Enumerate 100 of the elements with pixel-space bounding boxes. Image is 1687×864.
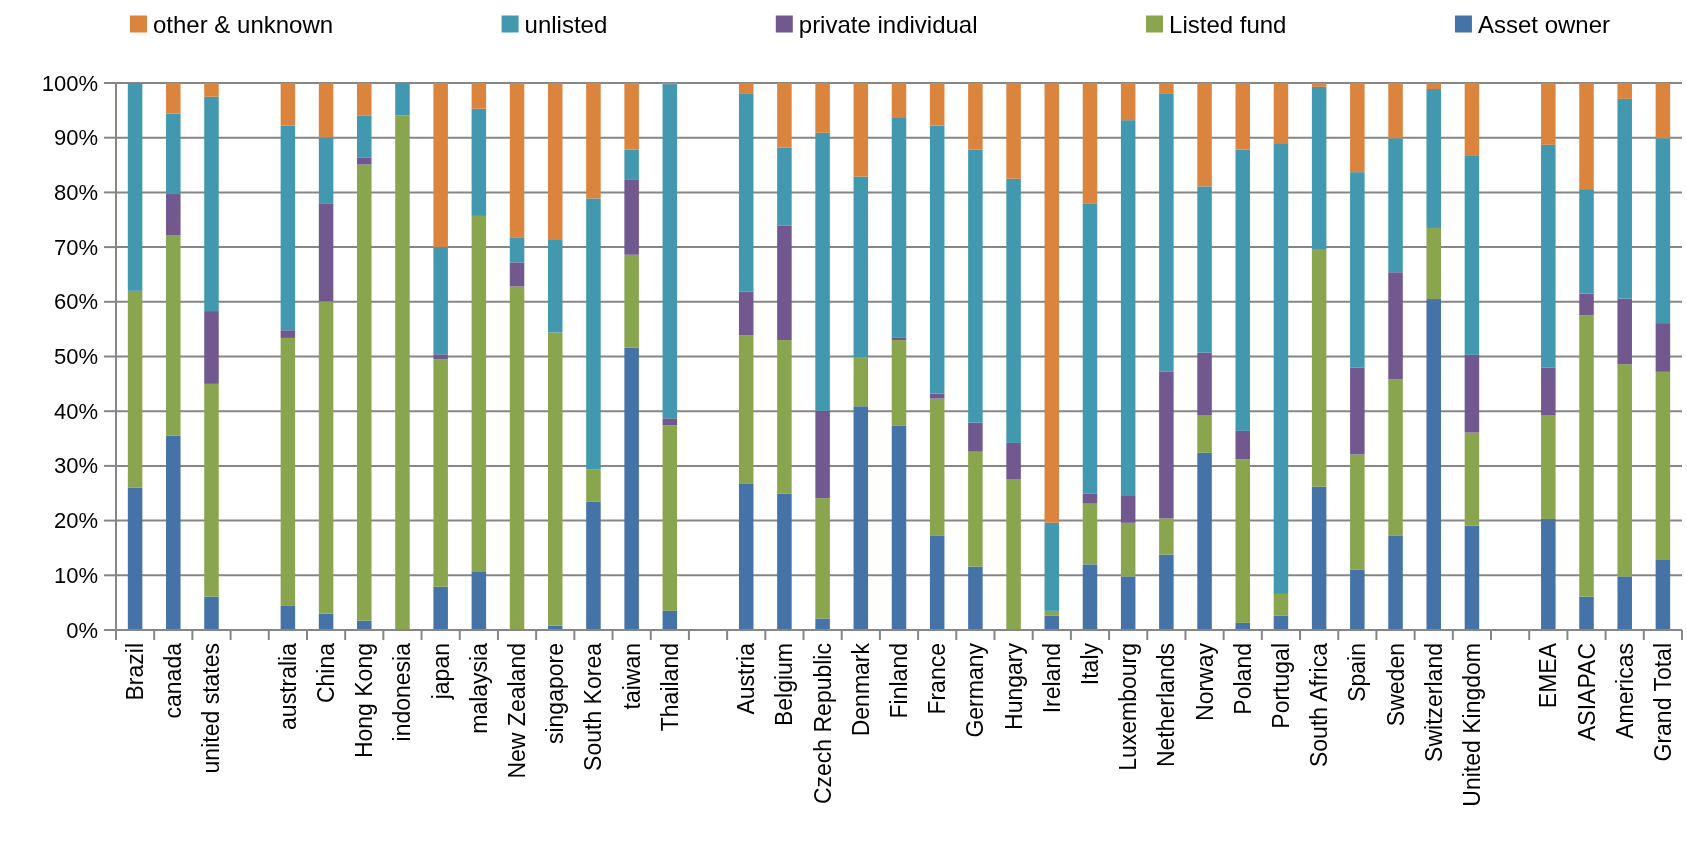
bar: [853, 357, 869, 407]
x-tick-label: japan: [427, 643, 454, 701]
bar: [471, 572, 487, 630]
x-tick-label: Czech Republic: [809, 643, 836, 805]
bar: [815, 618, 830, 630]
bar: [395, 83, 410, 116]
bar: [1082, 564, 1098, 630]
x-tick-label: Norway: [1191, 642, 1218, 721]
bar: [738, 93, 754, 292]
y-tick-label: 10%: [53, 562, 98, 588]
bar: [280, 330, 296, 338]
bar: [204, 596, 219, 630]
bar: [1579, 293, 1594, 316]
bar: [662, 84, 678, 419]
bar: [357, 115, 372, 158]
bar: [853, 83, 869, 177]
bar: [1541, 83, 1556, 145]
bar: [1655, 371, 1671, 560]
bar: [318, 301, 334, 614]
bar: [547, 239, 563, 333]
bar: [929, 83, 945, 126]
bar: [1044, 83, 1060, 523]
legend-label: Listed fund: [1169, 10, 1287, 38]
bar: [509, 262, 525, 287]
bar: [1464, 83, 1480, 156]
x-tick-label: Grand Total: [1649, 643, 1676, 762]
bar: [1006, 479, 1021, 630]
x-tick-label: indonesia: [389, 642, 416, 742]
bar: [1579, 315, 1594, 597]
bar: [204, 383, 219, 597]
bar: [1159, 518, 1174, 555]
bar: [1617, 83, 1632, 99]
bar: [1235, 430, 1251, 460]
bar: [1388, 83, 1403, 139]
bar: [1655, 83, 1671, 139]
bar: [204, 96, 219, 312]
bar: [471, 83, 487, 109]
bar: [1541, 367, 1556, 416]
bar: [357, 83, 372, 116]
x-tick-label: Luxembourg: [1115, 643, 1142, 771]
y-tick-label: 0%: [66, 617, 98, 643]
bar: [433, 354, 448, 360]
bar: [662, 425, 678, 611]
bar: [968, 566, 983, 630]
bar: [1120, 576, 1136, 630]
bar: [624, 347, 639, 630]
bar: [1617, 576, 1632, 630]
bar: [1235, 83, 1251, 150]
bar: [586, 83, 601, 199]
bar: [929, 393, 945, 399]
bar: [1311, 86, 1327, 250]
bar: [509, 286, 525, 630]
x-tick-label: Hungary: [1000, 642, 1027, 730]
bar: [1197, 186, 1212, 353]
bar: [1082, 203, 1098, 494]
bar: [127, 487, 143, 630]
bar: [1159, 371, 1174, 519]
bar: [738, 335, 754, 484]
bar: [395, 115, 410, 630]
bar: [891, 83, 907, 119]
bar: [280, 337, 296, 606]
bar: [815, 83, 830, 133]
x-tick-label: Austria: [733, 642, 760, 715]
bar: [433, 247, 448, 355]
bar: [1197, 83, 1212, 187]
bar: [547, 83, 563, 240]
bar: [166, 83, 181, 114]
bar: [1426, 227, 1441, 300]
bar: [624, 83, 639, 150]
bar: [433, 83, 448, 248]
bar: [777, 83, 792, 148]
x-tick-label: Portugal: [1267, 643, 1294, 729]
bar: [777, 147, 792, 226]
x-tick-label: South Africa: [1306, 642, 1333, 768]
bar: [662, 418, 678, 426]
bar: [433, 586, 448, 630]
x-tick-label: Poland: [1229, 643, 1256, 715]
bar: [280, 605, 296, 630]
bar: [1426, 89, 1441, 228]
bar: [1464, 432, 1480, 526]
bar: [1006, 83, 1021, 179]
bar: [1350, 172, 1365, 368]
bar: [853, 176, 869, 358]
x-tick-label: australia: [274, 642, 301, 730]
bar: [1655, 559, 1671, 630]
y-tick-label: 50%: [53, 344, 98, 369]
bar: [891, 340, 907, 426]
x-tick-label: China: [313, 642, 340, 704]
x-tick-label: France: [924, 643, 951, 715]
bar: [127, 290, 143, 488]
bar: [738, 483, 754, 630]
bar: [204, 311, 219, 384]
x-tick-label: taiwan: [618, 643, 645, 710]
bar: [815, 132, 830, 411]
y-tick-label: 40%: [53, 398, 98, 424]
bar: [1044, 610, 1060, 616]
x-tick-label: Sweden: [1382, 643, 1409, 727]
bar: [929, 535, 945, 630]
bar: [1388, 138, 1403, 273]
x-tick-label: ASIAPAC: [1573, 643, 1600, 741]
